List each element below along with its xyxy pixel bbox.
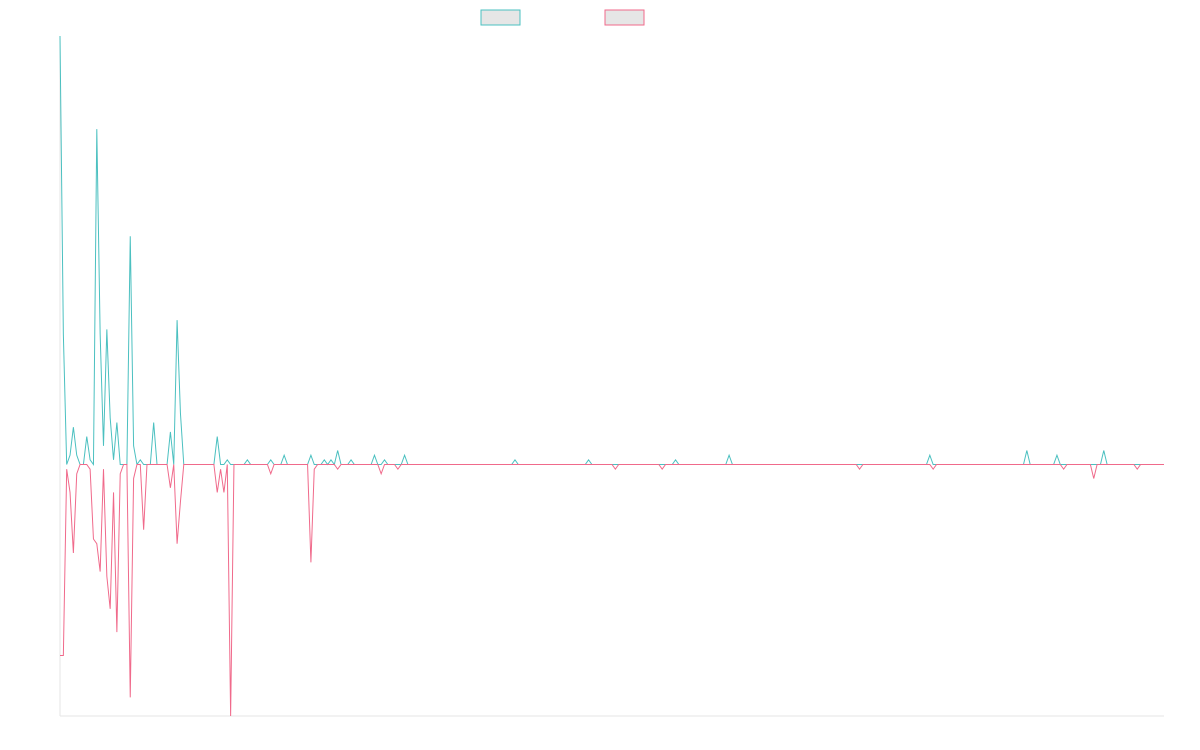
legend-swatch-1[interactable]	[480, 9, 521, 26]
legend-swatch-2[interactable]	[604, 9, 645, 26]
series-line-1	[59, 35, 1164, 467]
series-line-2	[60, 463, 1164, 717]
series-group	[59, 35, 1164, 717]
legend	[480, 9, 645, 26]
axes	[59, 36, 1164, 717]
